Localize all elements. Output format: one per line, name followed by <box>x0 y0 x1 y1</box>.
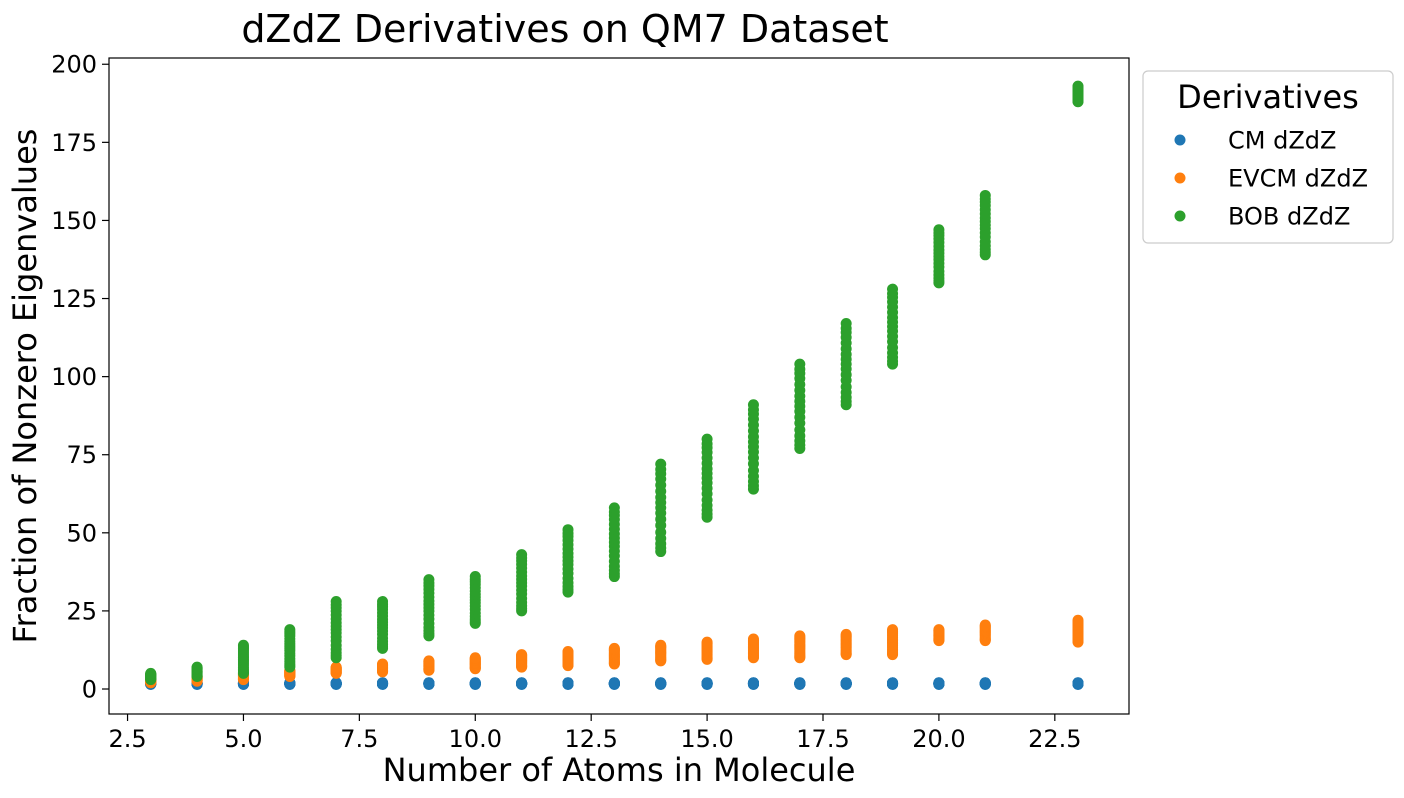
data-point <box>377 596 389 608</box>
data-point <box>469 677 481 689</box>
data-point <box>608 502 620 514</box>
x-axis-ticks: 2.5 5.0 7.5 10.0 12.5 15.0 17.5 20.0 22.5 <box>108 714 1082 753</box>
x-tick-label: 12.5 <box>564 725 617 753</box>
y-tick-label: 175 <box>51 129 97 157</box>
data-points <box>145 80 1084 690</box>
x-tick-label: 22.5 <box>1028 725 1081 753</box>
legend-label: CM dZdZ <box>1228 127 1336 155</box>
data-point <box>794 677 806 689</box>
legend-items: CM dZdZ EVCM dZdZ BOB dZdZ <box>1174 127 1368 231</box>
data-point <box>655 639 667 651</box>
data-point <box>423 574 435 586</box>
chart-title: dZdZ Derivatives on QM7 Dataset <box>241 7 888 51</box>
y-tick-label: 75 <box>66 441 97 469</box>
x-tick-label: 7.5 <box>340 725 378 753</box>
x-tick-label: 2.5 <box>108 725 146 753</box>
data-point <box>330 677 342 689</box>
data-point <box>608 677 620 689</box>
data-point <box>330 661 342 673</box>
x-tick-label: 17.5 <box>796 725 849 753</box>
data-point <box>191 661 203 673</box>
data-point <box>794 358 806 370</box>
data-point <box>469 571 481 583</box>
legend-label: BOB dZdZ <box>1228 203 1350 231</box>
data-point <box>1072 677 1084 689</box>
data-point <box>701 677 713 689</box>
data-point <box>237 639 249 651</box>
legend-marker <box>1174 172 1186 184</box>
data-point <box>330 596 342 608</box>
data-point <box>979 619 991 631</box>
y-tick-label: 200 <box>51 51 97 79</box>
y-tick-label: 125 <box>51 285 97 313</box>
data-point <box>469 652 481 664</box>
data-point <box>562 677 574 689</box>
y-tick-label: 50 <box>66 519 97 547</box>
x-tick-label: 10.0 <box>449 725 502 753</box>
x-axis-label: Number of Atoms in Molecule <box>383 751 856 789</box>
data-point <box>747 633 759 645</box>
x-tick-label: 15.0 <box>680 725 733 753</box>
data-point <box>608 642 620 654</box>
y-axis-label: Fraction of Nonzero Eigenvalues <box>6 129 44 644</box>
data-point <box>423 677 435 689</box>
data-point <box>655 677 667 689</box>
data-point <box>701 636 713 648</box>
data-point <box>887 283 899 295</box>
y-tick-label: 25 <box>66 597 97 625</box>
y-axis-ticks: 0 25 50 75 100 125 150 175 200 <box>51 51 109 704</box>
series-3-points <box>145 80 1084 686</box>
legend-title: Derivatives <box>1177 78 1359 116</box>
legend-box <box>1142 70 1394 244</box>
data-point <box>562 524 574 536</box>
data-point <box>933 224 945 236</box>
data-point <box>701 433 713 445</box>
data-point <box>655 458 667 470</box>
data-point <box>747 399 759 411</box>
legend-label: EVCM dZdZ <box>1228 165 1368 193</box>
legend-marker <box>1174 210 1186 222</box>
x-tick-label: 20.0 <box>912 725 965 753</box>
data-point <box>979 677 991 689</box>
data-point <box>840 677 852 689</box>
data-point <box>1072 80 1084 92</box>
data-point <box>1072 614 1084 626</box>
data-point <box>933 624 945 636</box>
data-point <box>423 655 435 667</box>
data-point <box>887 677 899 689</box>
y-tick-label: 150 <box>51 207 97 235</box>
data-point <box>377 677 389 689</box>
data-point <box>794 630 806 642</box>
data-point <box>516 549 528 561</box>
legend-marker <box>1174 134 1186 146</box>
legend: Derivatives CM dZdZ EVCM dZdZ BOB dZdZ <box>1142 70 1394 244</box>
data-point <box>516 649 528 661</box>
plot-frame <box>108 57 1130 715</box>
data-point <box>284 624 296 636</box>
y-tick-label: 0 <box>82 676 97 704</box>
data-point <box>377 658 389 670</box>
data-point <box>840 628 852 640</box>
y-tick-label: 100 <box>51 363 97 391</box>
x-tick-label: 5.0 <box>224 725 262 753</box>
data-point <box>747 677 759 689</box>
data-point <box>562 646 574 658</box>
data-point <box>979 189 991 201</box>
data-point <box>887 624 899 636</box>
data-point <box>516 677 528 689</box>
data-point <box>933 677 945 689</box>
data-point <box>145 667 157 679</box>
data-point <box>840 318 852 330</box>
